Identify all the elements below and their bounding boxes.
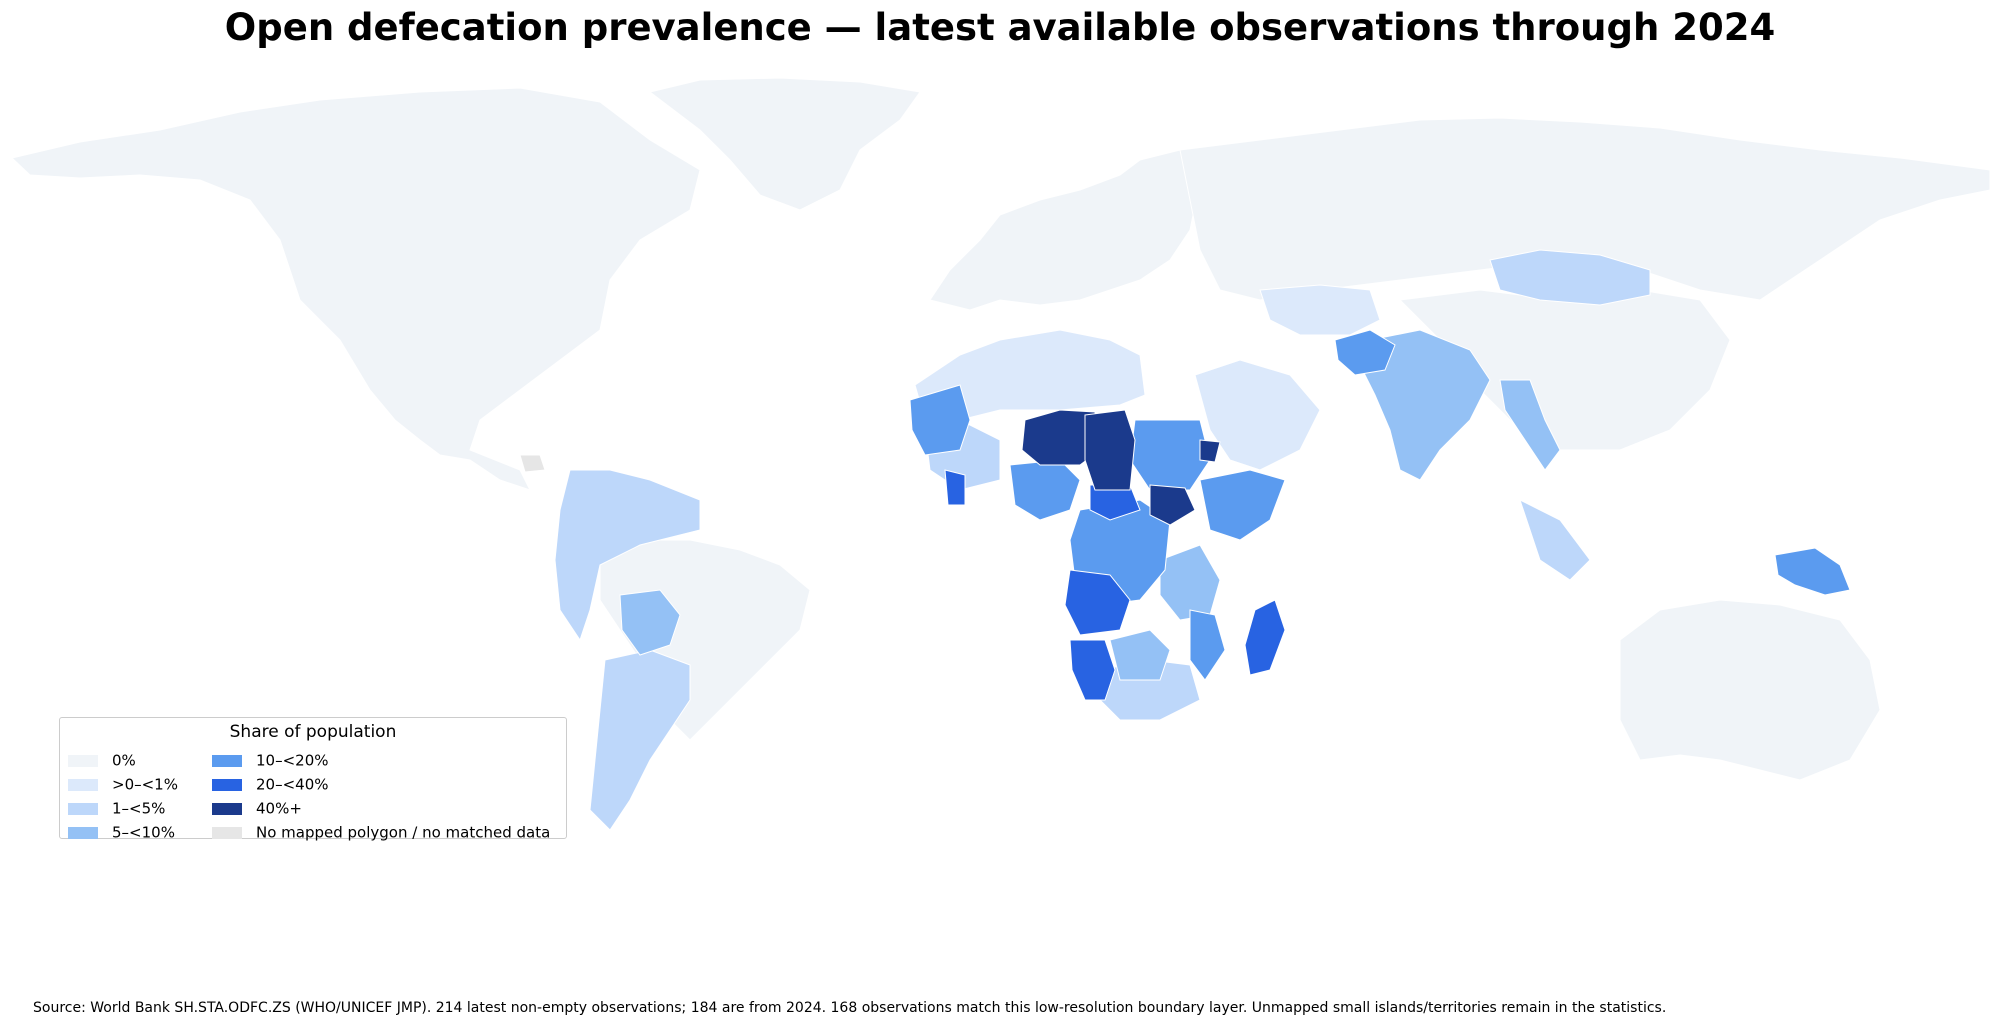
region-chad xyxy=(1084,409,1136,491)
legend-label: 10–<20% xyxy=(256,751,329,770)
region-south-asia xyxy=(1359,329,1491,481)
legend-label: No mapped polygon / no matched data xyxy=(256,823,551,842)
region-south-sudan xyxy=(1149,484,1196,526)
region-europe xyxy=(929,149,1201,311)
region-east-africa-south xyxy=(1159,544,1221,621)
legend-title: Share of population xyxy=(229,722,397,742)
region-andes xyxy=(554,469,701,642)
land-no-data xyxy=(519,454,546,473)
legend-swatch xyxy=(212,778,242,791)
legend-item-0: 0% xyxy=(68,751,136,770)
source-note: Source: World Bank SH.STA.ODFC.ZS (WHO/U… xyxy=(33,1000,1667,1016)
legend-item-4: 10–<20% xyxy=(212,751,329,770)
region-greenland xyxy=(648,77,921,211)
region-myanmar-indochina xyxy=(1499,379,1561,471)
region-brazil xyxy=(599,539,811,741)
legend-swatch xyxy=(68,778,98,791)
map-legend: Share of population 0% >0–<1% 1–<5% 5–<1… xyxy=(59,717,567,842)
region-sudan xyxy=(1129,419,1211,491)
region-eritrea xyxy=(1199,439,1221,463)
region-australia xyxy=(1619,599,1881,781)
map-title: Open defecation prevalence — latest avai… xyxy=(224,6,1776,49)
legend-label: 5–<10% xyxy=(112,823,175,842)
region-arabian-peninsula xyxy=(1194,359,1321,471)
legend-item-3: 5–<10% xyxy=(68,823,175,842)
land-moderate xyxy=(619,329,1561,681)
region-mauritania xyxy=(909,384,971,456)
region-central-asia xyxy=(1259,284,1381,336)
region-afghanistan xyxy=(1334,329,1396,376)
land-very-low xyxy=(914,284,1381,471)
region-madagascar xyxy=(1244,599,1286,676)
region-mozambique xyxy=(1189,609,1226,681)
legend-item-6: 40%+ xyxy=(212,799,302,818)
land-very-high xyxy=(1021,409,1221,526)
legend-swatch xyxy=(212,826,242,839)
region-liberia-guinea xyxy=(944,469,966,506)
land-high xyxy=(944,469,1286,701)
legend-item-2: 1–<5% xyxy=(68,799,165,818)
region-angola xyxy=(1064,569,1131,636)
land-zero xyxy=(10,77,1991,781)
legend-swatch xyxy=(212,802,242,815)
world-choropleth-map xyxy=(10,77,1991,831)
region-papua-new-guinea xyxy=(1774,547,1851,596)
region-argentina xyxy=(589,649,691,831)
region-ethiopia xyxy=(1199,469,1286,541)
region-mongolia xyxy=(1489,249,1651,306)
legend-label: 1–<5% xyxy=(112,799,166,818)
region-bolivia xyxy=(619,589,681,656)
legend-swatch xyxy=(68,802,98,815)
region-north-america xyxy=(10,87,701,491)
legend-swatch xyxy=(68,754,98,767)
legend-item-5: 20–<40% xyxy=(212,775,329,794)
legend-label: >0–<1% xyxy=(112,775,178,794)
region-small-territory xyxy=(519,454,546,473)
legend-label: 20–<40% xyxy=(256,775,329,794)
region-nigeria xyxy=(1009,459,1081,521)
region-namibia xyxy=(1069,639,1116,701)
legend-item-7: No mapped polygon / no matched data xyxy=(212,823,550,842)
region-southeast-asia xyxy=(1519,499,1591,581)
legend-label: 40%+ xyxy=(256,799,302,818)
legend-swatch xyxy=(212,754,242,767)
legend-label: 0% xyxy=(112,751,136,770)
region-zambia-botswana xyxy=(1109,629,1171,681)
legend-item-1: >0–<1% xyxy=(68,775,178,794)
land-low xyxy=(554,249,1651,831)
legend-swatch xyxy=(68,826,98,839)
